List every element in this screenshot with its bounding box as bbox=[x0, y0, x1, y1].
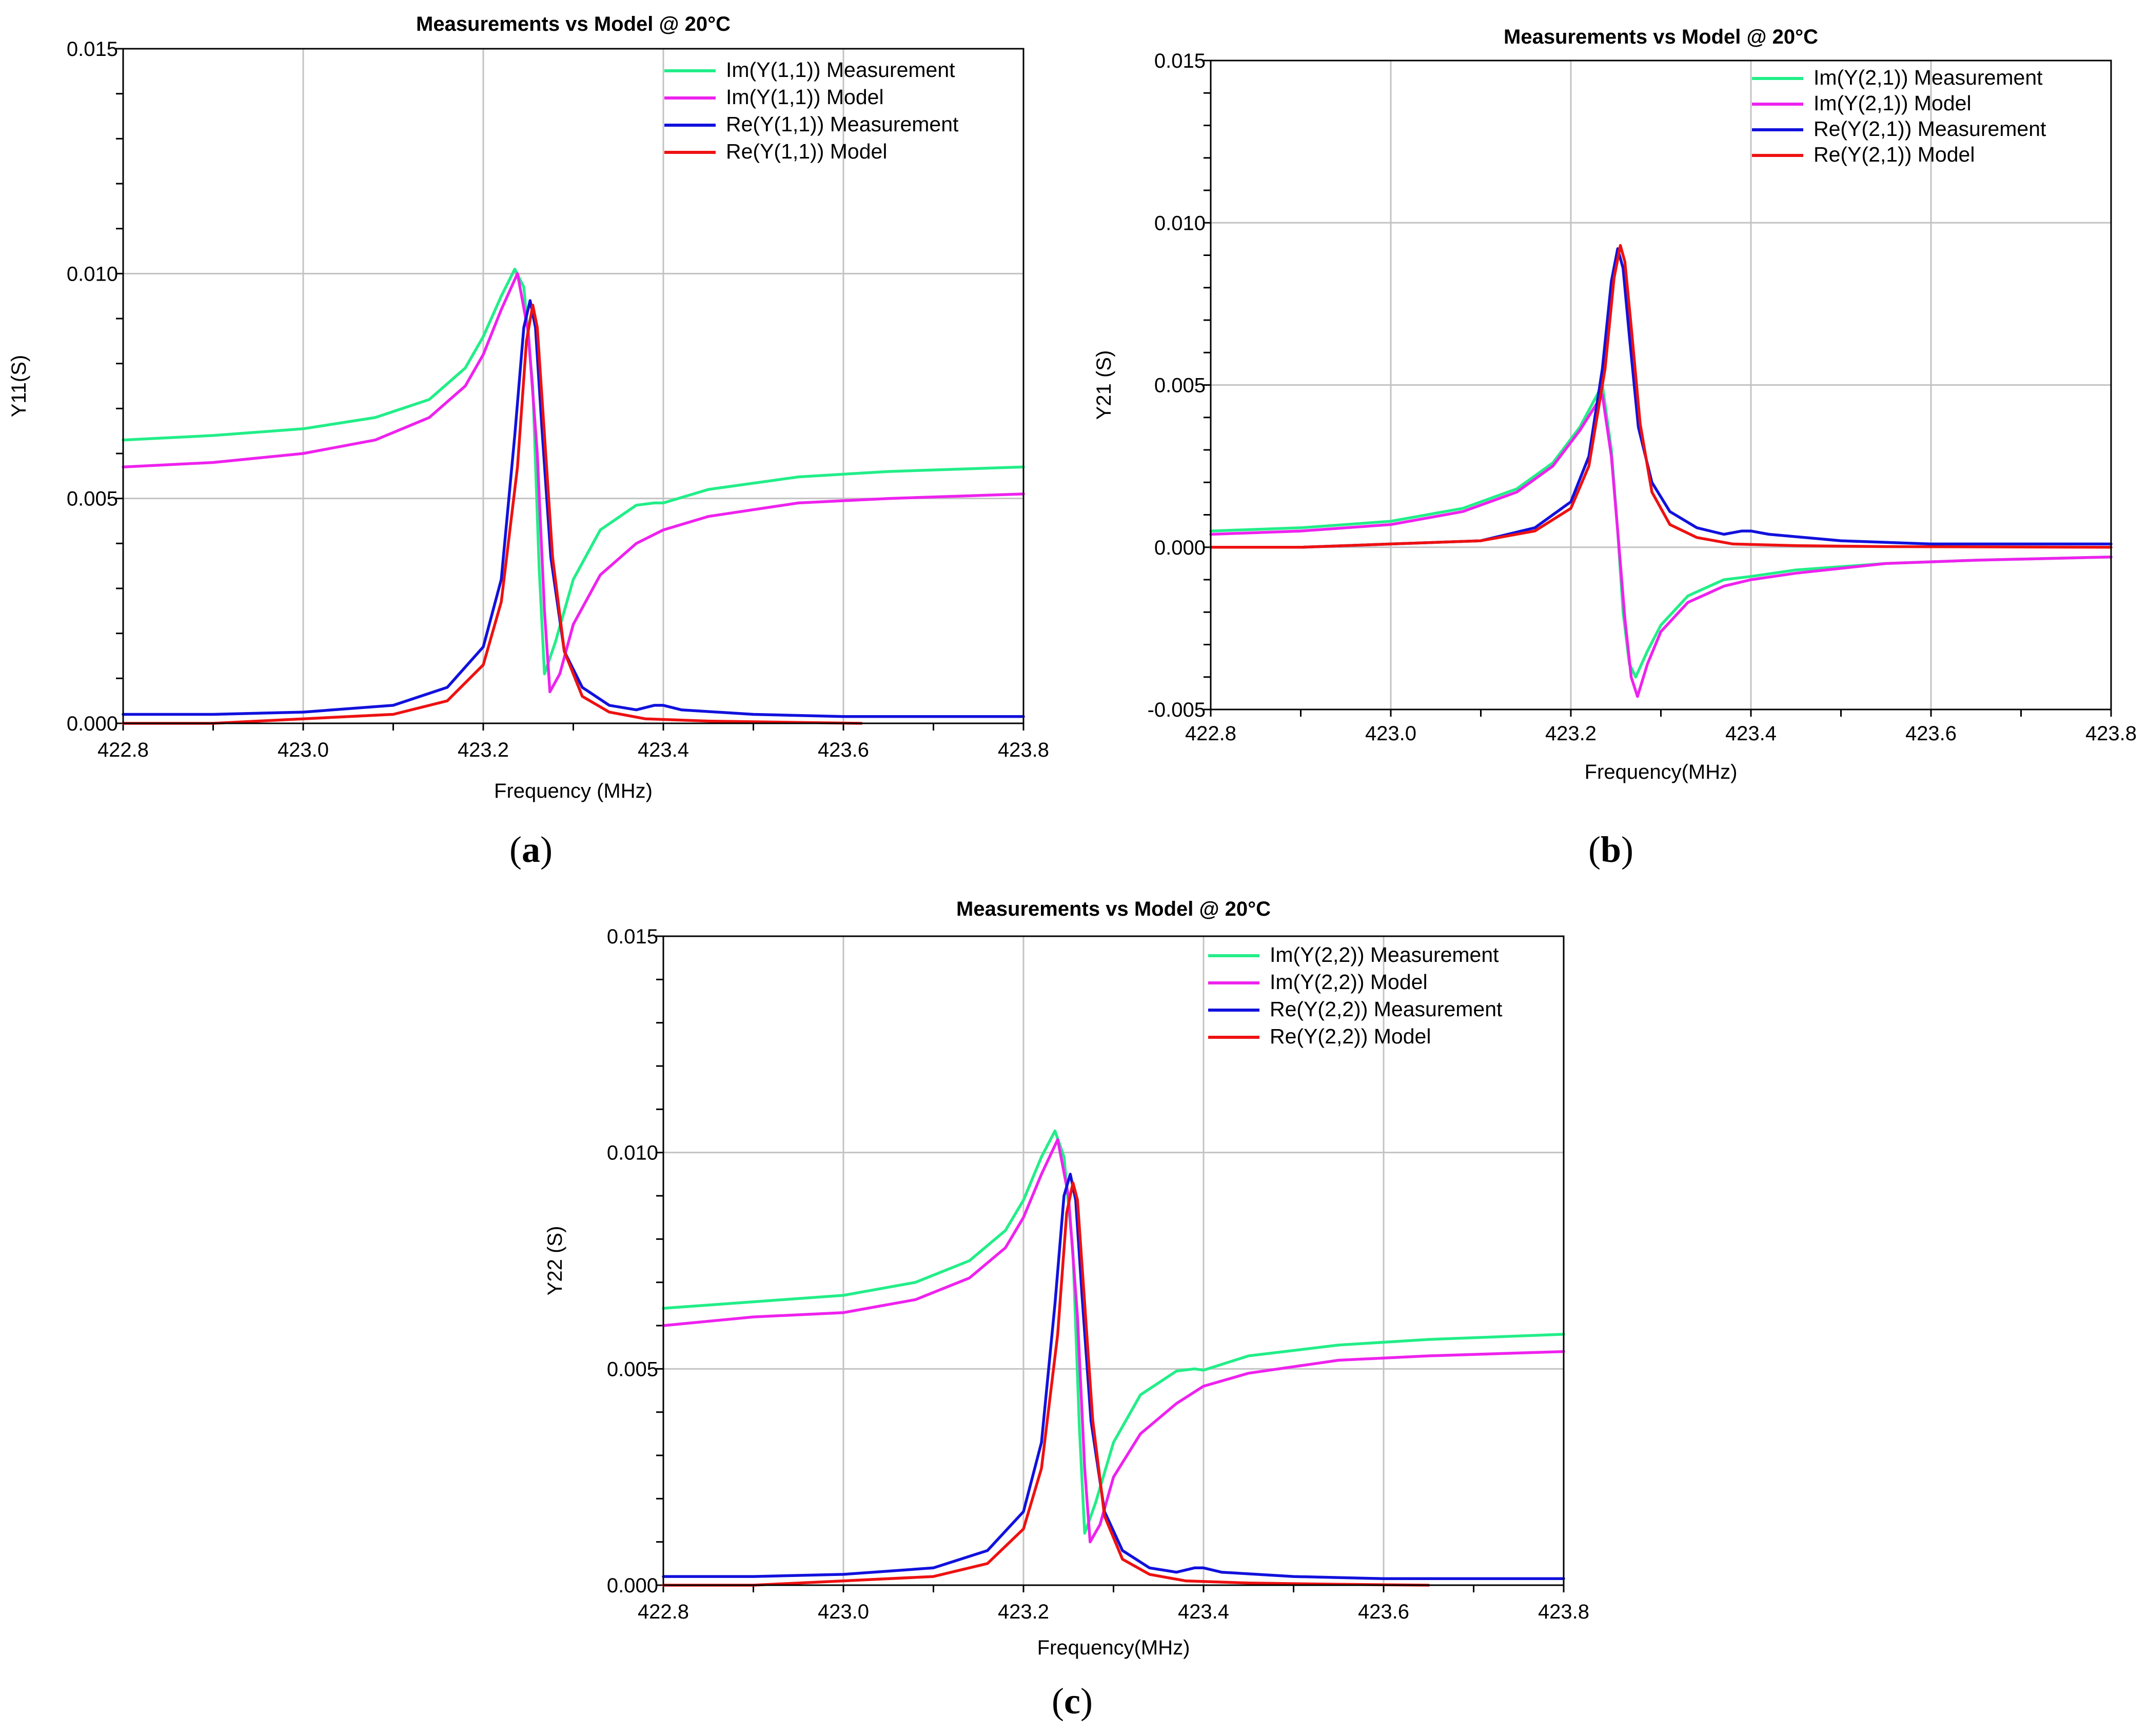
chart-b-xtick-label: 423.2 bbox=[1545, 722, 1597, 745]
chart-c-xtick-label: 423.6 bbox=[1358, 1601, 1409, 1623]
chart-a-legend-label: Im(Y(1,1)) Measurement bbox=[726, 58, 955, 82]
chart-b-plot-frame bbox=[1210, 60, 2112, 711]
chart-a-ytick-label: 0.010 bbox=[67, 263, 118, 285]
chart-c-series-im-measurement bbox=[662, 1129, 1565, 1535]
chart-b-ytick-label: 0.000 bbox=[1154, 537, 1206, 559]
chart-b-ytick-label: 0.010 bbox=[1154, 212, 1206, 234]
chart-a-xtick-label: 423.8 bbox=[998, 739, 1049, 761]
chart-b-title: Measurements vs Model @ 20°C bbox=[1504, 26, 1818, 48]
panel-label-a-letter: a bbox=[522, 829, 540, 870]
chart-b-legend-label: Im(Y(2,1)) Model bbox=[1814, 91, 1972, 115]
chart-a-plot-frame bbox=[122, 48, 1024, 724]
chart-c-xtick-label: 423.8 bbox=[1538, 1601, 1589, 1623]
chart-a-ytick-label: 0.015 bbox=[67, 38, 118, 61]
chart-a-series-re-model bbox=[122, 303, 863, 725]
chart-c-series-re-model bbox=[662, 1181, 1430, 1587]
chart-c-xtick-label: 423.4 bbox=[1178, 1601, 1229, 1623]
chart-b-ylabel: Y21 (S) bbox=[1093, 350, 1115, 420]
chart-b-series-re-model bbox=[1209, 244, 2113, 549]
chart-a-xtick-label: 423.0 bbox=[278, 739, 329, 761]
panel-label-b-letter: b bbox=[1601, 829, 1621, 870]
chart-b-ytick-label: 0.005 bbox=[1154, 374, 1206, 397]
chart-c-xtick-label: 423.0 bbox=[818, 1601, 869, 1623]
chart-c-xtick-label: 422.8 bbox=[638, 1601, 689, 1623]
chart-b-series-im-model bbox=[1209, 393, 2113, 698]
chart-a-ytick-label: 0.005 bbox=[67, 488, 118, 510]
chart-a-xtick-label: 422.8 bbox=[97, 739, 149, 761]
chart-c-title: Measurements vs Model @ 20°C bbox=[956, 898, 1271, 920]
chart-a-series-im-measurement bbox=[122, 267, 1025, 676]
chart-c-ytick-label: 0.010 bbox=[607, 1142, 658, 1165]
chart-a-title: Measurements vs Model @ 20°C bbox=[416, 13, 731, 35]
chart-c-xtick-label: 423.2 bbox=[998, 1601, 1049, 1623]
chart-a-xlabel: Frequency (MHz) bbox=[494, 780, 653, 802]
chart-b-legend-label: Re(Y(2,1)) Model bbox=[1814, 143, 1975, 166]
chart-c-legend-label: Re(Y(2,2)) Measurement bbox=[1270, 997, 1503, 1021]
chart-b: Measurements vs Model @ 20°C 422.8 423.0 42… bbox=[1093, 26, 2137, 783]
chart-b-ytick-label: 0.015 bbox=[1154, 50, 1206, 72]
chart-c-plot-frame bbox=[662, 935, 1565, 1586]
chart-a: Measurements vs Model @ 20°C 422.8 423.0 42… bbox=[8, 13, 1049, 802]
chart-b-xtick-label: 423.0 bbox=[1365, 722, 1416, 745]
chart-a-xtick-label: 423.6 bbox=[818, 739, 869, 761]
panel-label-c-letter: c bbox=[1064, 1681, 1080, 1722]
chart-c-legend-label: Re(Y(2,2)) Model bbox=[1270, 1024, 1431, 1048]
chart-a-series-im-model bbox=[122, 272, 1025, 694]
chart-b-series-re-measurement bbox=[1209, 247, 2113, 549]
chart-b-xtick-label: 423.4 bbox=[1725, 722, 1777, 745]
chart-b-legend-label: Im(Y(2,1)) Measurement bbox=[1814, 66, 2043, 89]
chart-a-legend-label: Re(Y(1,1)) Model bbox=[726, 140, 887, 163]
chart-c-series-im-model bbox=[662, 1138, 1565, 1544]
chart-c-ylabel: Y22 (S) bbox=[544, 1226, 566, 1296]
panel-label-c: (c) bbox=[1052, 1681, 1093, 1722]
chart-a-legend-label: Im(Y(1,1)) Model bbox=[726, 85, 884, 109]
chart-b-xtick-label: 423.6 bbox=[1905, 722, 1957, 745]
chart-b-ytick-label: -0.005 bbox=[1148, 699, 1206, 721]
chart-b-xtick-label: 422.8 bbox=[1185, 722, 1236, 745]
chart-c-ytick-label: 0.015 bbox=[607, 925, 658, 948]
chart-c-legend-label: Im(Y(2,2)) Model bbox=[1270, 970, 1428, 994]
chart-a-xtick-label: 423.4 bbox=[638, 739, 689, 761]
chart-a-ytick-label: 0.000 bbox=[67, 713, 118, 735]
panel-label-a: (a) bbox=[509, 829, 553, 870]
chart-a-ylabel: Y11(S) bbox=[8, 355, 30, 418]
chart-c-xlabel: Frequency(MHz) bbox=[1037, 1636, 1190, 1659]
chart-c-ytick-label: 0.005 bbox=[607, 1358, 658, 1380]
chart-b-legend-label: Re(Y(2,1)) Measurement bbox=[1814, 117, 2046, 141]
chart-c-ytick-label: 0.000 bbox=[607, 1574, 658, 1597]
chart-a-legend-label: Re(Y(1,1)) Measurement bbox=[726, 112, 959, 136]
chart-c: Measurements vs Model @ 20°C 422.8 423.0 42… bbox=[544, 898, 1589, 1659]
chart-b-xlabel: Frequency(MHz) bbox=[1585, 761, 1738, 783]
chart-a-series-re-measurement bbox=[122, 299, 1025, 718]
chart-a-xtick-label: 423.2 bbox=[458, 739, 509, 761]
panel-label-b: (b) bbox=[1588, 829, 1633, 870]
chart-c-series-re-measurement bbox=[662, 1173, 1565, 1581]
chart-b-xtick-label: 423.8 bbox=[2085, 722, 2137, 745]
chart-c-legend-label: Im(Y(2,2)) Measurement bbox=[1270, 943, 1499, 966]
